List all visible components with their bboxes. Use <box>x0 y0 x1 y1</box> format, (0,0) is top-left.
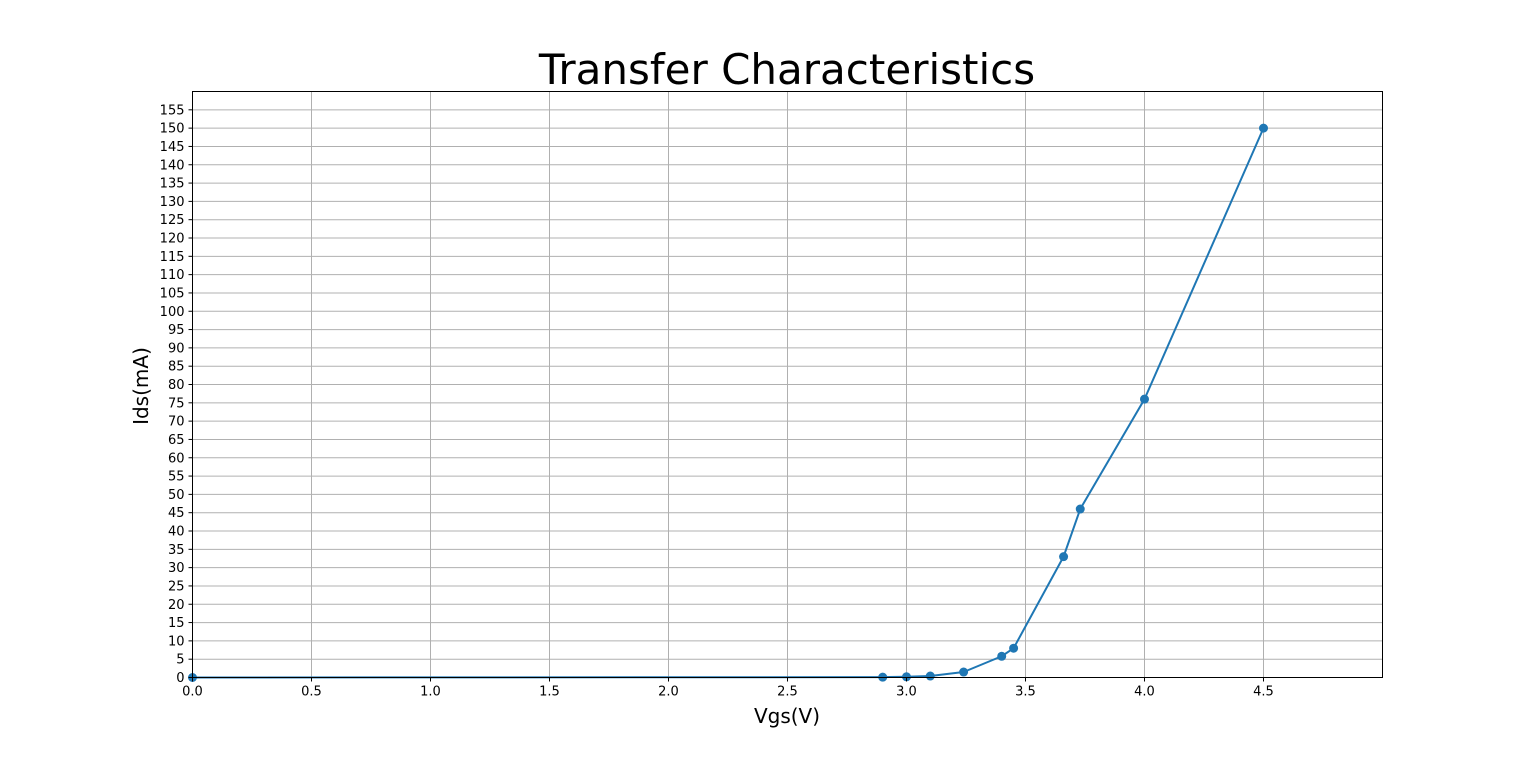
y-tick-label: 45 <box>168 506 185 521</box>
y-tick-label: 20 <box>168 598 185 613</box>
data-point <box>1075 504 1085 514</box>
ticks: 0.0 0.5 1.0 1.5 2.0 2.5 3.0 3.5 4.0 4.5 0 5 10 15 20 25… <box>160 103 1274 699</box>
y-axis-label: Ids(mA) <box>129 347 153 425</box>
data-point <box>1259 123 1268 133</box>
x-tick-label: 3.0 <box>896 685 917 700</box>
y-tick-label: 100 <box>160 305 185 320</box>
y-tick-label: 105 <box>160 286 185 301</box>
y-tick-label: 15 <box>168 616 185 631</box>
x-tick-label: 1.5 <box>539 685 560 700</box>
data-point <box>902 672 911 682</box>
x-axis-label: Vgs(V) <box>754 704 820 728</box>
y-tick-label: 65 <box>168 433 185 448</box>
y-tick-label: 125 <box>160 213 185 228</box>
data-point <box>997 651 1007 661</box>
y-tick-label: 70 <box>168 415 185 430</box>
data-point <box>1140 394 1149 404</box>
x-tick-label: 3.5 <box>1015 685 1036 700</box>
y-tick-label: 10 <box>168 634 185 649</box>
y-tick-label: 40 <box>168 525 185 540</box>
y-tick-label: 95 <box>168 323 185 338</box>
x-tick-label: 0.0 <box>182 685 203 700</box>
x-tick-label: 4.5 <box>1253 685 1274 700</box>
y-tick-label: 35 <box>168 543 185 558</box>
data-point <box>925 671 935 681</box>
data-point <box>1009 643 1019 653</box>
y-tick-label: 50 <box>168 488 185 503</box>
data-point <box>959 667 969 677</box>
y-tick-label: 130 <box>160 195 185 210</box>
x-tick-label: 2.5 <box>777 685 798 700</box>
data-point <box>1059 552 1069 562</box>
y-tick-label: 0 <box>176 671 184 686</box>
x-tick-label: 1.0 <box>420 685 441 700</box>
chart-title: Transfer Characteristics <box>538 45 1035 94</box>
y-tick-label: 140 <box>160 158 185 173</box>
y-tick-label: 85 <box>168 360 185 375</box>
y-tick-label: 110 <box>160 268 185 283</box>
y-tick-label: 5 <box>176 653 184 668</box>
y-tick-label: 145 <box>160 140 185 155</box>
y-tick-label: 25 <box>168 579 185 594</box>
y-tick-label: 150 <box>160 122 185 137</box>
x-tick-label: 4.0 <box>1134 685 1155 700</box>
y-tick-label: 155 <box>160 103 185 118</box>
y-tick-label: 75 <box>168 396 185 411</box>
y-tick-label: 135 <box>160 177 185 192</box>
y-tick-label: 30 <box>168 561 185 576</box>
x-tick-label: 0.5 <box>301 685 322 700</box>
y-tick-label: 80 <box>168 378 185 393</box>
y-tick-label: 90 <box>168 341 185 356</box>
x-tick-label: 2.0 <box>658 685 679 700</box>
y-tick-label: 120 <box>160 232 185 247</box>
y-tick-label: 115 <box>160 250 185 265</box>
y-tick-label: 55 <box>168 470 185 485</box>
y-tick-label: 60 <box>168 451 185 466</box>
grid <box>192 91 1383 678</box>
